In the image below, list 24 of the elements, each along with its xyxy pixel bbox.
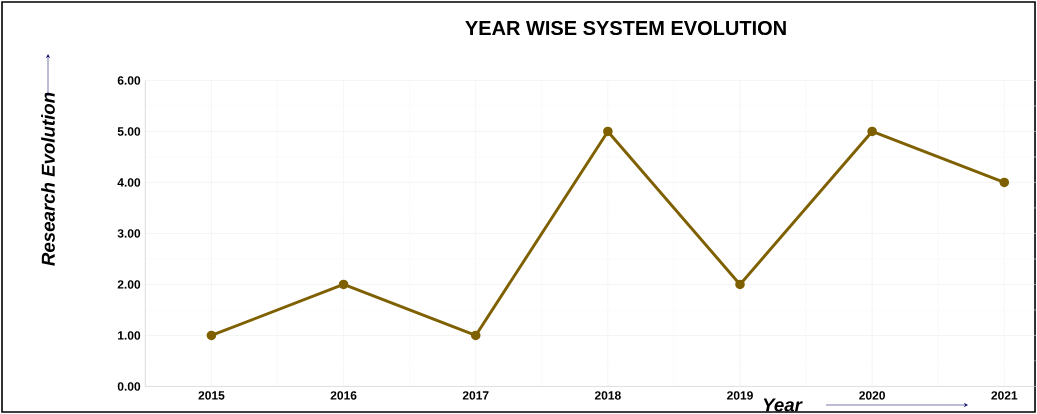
y-axis-title: Research Evolution [41,92,55,266]
point [206,330,217,341]
y-tick-label: 1.00 [118,331,141,340]
point [999,177,1010,188]
point [338,279,349,290]
x-tick-label: 2015 [198,391,225,400]
x-tick-label: 2018 [594,391,621,400]
point [867,126,877,137]
y-tick-label: 3.00 [117,229,141,238]
x-tick-label: 2020 [859,391,885,400]
x-tick-label: 2016 [330,391,357,400]
point [603,126,613,137]
x-tick-label: 2021 [991,391,1018,400]
y-tick-label: 0.00 [117,382,141,391]
y-tick-label: 6.00 [117,76,141,85]
point [470,330,481,341]
y-tick-label: 5.00 [117,127,141,136]
chart-title: YEAR WISE SYSTEM EVOLUTION [465,20,786,36]
point [735,279,745,290]
x-tick-label: 2017 [462,391,489,400]
x-tick-label: 2019 [727,391,753,400]
y-tick-label: 2.00 [117,280,141,289]
y-tick-label: 4.00 [117,178,141,187]
x-axis-title: Year [763,398,803,412]
